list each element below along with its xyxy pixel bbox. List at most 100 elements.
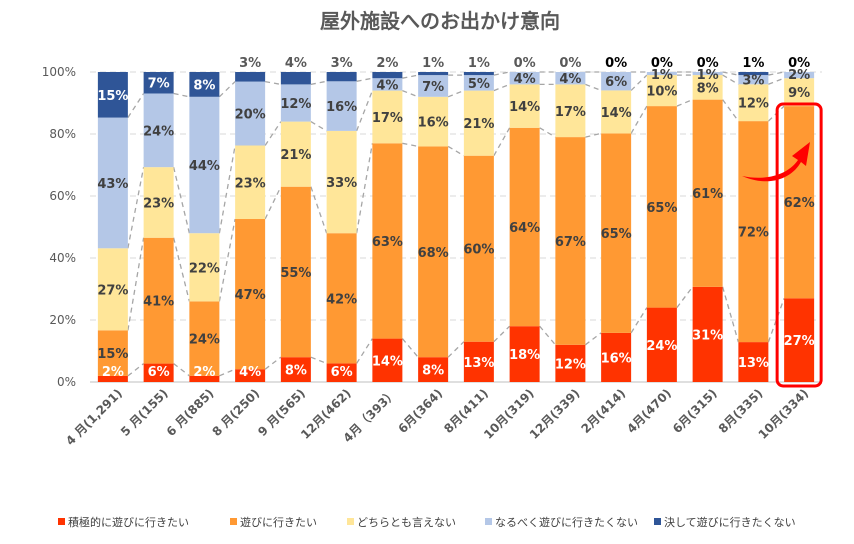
bar-segment [189, 301, 220, 376]
bar-segment [97, 330, 128, 376]
x-tick-label: 6月(364) [395, 386, 445, 436]
data-label: 1% [468, 56, 490, 71]
data-label: 14% [601, 106, 632, 121]
bar-segment [463, 72, 494, 76]
bar-segment [97, 117, 128, 249]
bar-segment [738, 75, 769, 85]
bar-segment [784, 78, 815, 107]
bar-segment [646, 307, 677, 382]
data-label: 63% [372, 235, 403, 250]
legend-swatch [654, 518, 661, 525]
data-label: 15% [97, 347, 128, 362]
y-tick-label: 100% [42, 65, 76, 79]
series-connector [722, 74, 739, 85]
series-connector [721, 286, 740, 343]
bar-segment [692, 99, 723, 287]
data-label: 33% [326, 176, 357, 191]
data-label: 18% [509, 348, 540, 363]
legend-label: どちらとも言えない [357, 516, 456, 529]
bar-segment [601, 133, 632, 333]
data-label: 42% [326, 292, 357, 307]
series-connector [127, 363, 145, 377]
bar-segment [509, 127, 540, 327]
series-connector [218, 145, 236, 234]
bar-segment [463, 155, 494, 342]
data-label: 65% [601, 227, 632, 242]
series-connector [127, 93, 145, 118]
bar-segment [326, 81, 357, 131]
data-label: 23% [143, 196, 174, 211]
bar-segment [738, 121, 769, 343]
y-tick-label: 60% [49, 189, 76, 203]
legend-label: なるべく遊びに行きたくない [495, 515, 638, 529]
series-connector [264, 356, 282, 370]
series-connector [355, 143, 374, 234]
legend-label: 積極的に遊びに行きたい [68, 515, 189, 529]
bar-segment [143, 93, 174, 168]
data-label: 3% [742, 74, 764, 89]
bar-segment [326, 363, 357, 382]
data-label: 23% [235, 176, 266, 191]
series-connector [585, 132, 602, 138]
data-label: 14% [509, 100, 540, 115]
bar-segment [784, 72, 815, 79]
bar-segment [555, 344, 586, 382]
data-label: 22% [189, 261, 220, 276]
data-label: 16% [418, 116, 449, 131]
bar-segment [646, 75, 677, 107]
data-label: 55% [280, 266, 311, 281]
series-connector [127, 167, 145, 249]
bar-segment [692, 75, 723, 100]
series-connector [402, 142, 419, 148]
bar-segment [280, 186, 311, 358]
bar-segment [418, 357, 449, 382]
data-label: 1% [742, 56, 764, 71]
series-connector [767, 298, 785, 343]
bar-segment [189, 233, 220, 302]
series-connector [265, 80, 281, 86]
bar-segment [143, 237, 174, 364]
series-connector [539, 325, 556, 346]
series-connector [356, 338, 373, 364]
data-label: 4% [239, 365, 261, 380]
series-connector [676, 286, 694, 308]
series-connector [127, 237, 145, 331]
y-tick-label: 80% [49, 127, 76, 141]
y-tick-label: 0% [57, 375, 76, 389]
data-label: 4% [285, 56, 307, 71]
data-label: 41% [143, 295, 174, 310]
series-connector [493, 83, 510, 92]
series-connector [447, 89, 465, 98]
bar-segment [692, 286, 723, 382]
series-connector [676, 99, 693, 107]
data-label: 12% [555, 357, 586, 372]
bar-segment [646, 72, 677, 76]
series-connector [310, 356, 327, 365]
bar-segment [372, 78, 403, 91]
data-label: 20% [235, 108, 266, 123]
data-label: 0% [651, 56, 673, 71]
data-label: 31% [692, 328, 723, 343]
data-label: 8% [193, 78, 215, 93]
bar-segment [509, 326, 540, 382]
bar-segment [555, 72, 586, 85]
bar-segment [326, 233, 357, 364]
bar-segment [97, 248, 128, 331]
bar-segment [463, 75, 494, 91]
bar-segment [784, 298, 815, 382]
series-connector [722, 99, 739, 122]
bar-segment [463, 90, 494, 156]
bar-segment [280, 72, 311, 85]
x-tick-label: 2月(414) [578, 386, 628, 436]
data-label: 0% [697, 56, 719, 71]
series-connector [768, 77, 785, 85]
data-label: 17% [372, 111, 403, 126]
x-tick-label: 8 月(250) [210, 386, 263, 439]
x-tick-label: 6 月(885) [164, 386, 217, 439]
series-connector [402, 74, 419, 79]
y-tick-label: 20% [49, 313, 76, 327]
data-label: 8% [285, 364, 307, 379]
data-label: 21% [463, 117, 494, 132]
data-label: 8% [422, 364, 444, 379]
